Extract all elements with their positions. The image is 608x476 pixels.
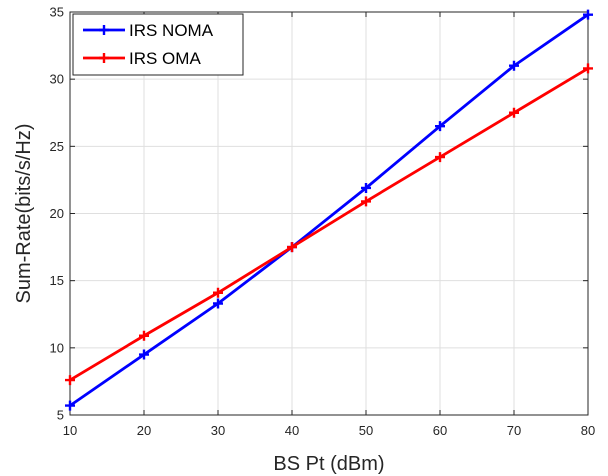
y-axis-label: Sum-Rate(bits/s/Hz) [13,123,35,303]
legend-label: IRS OMA [129,49,201,68]
y-tick-label: 15 [50,273,64,288]
x-tick-label: 50 [359,423,373,438]
series-layer [65,9,593,411]
y-tick-label: 35 [50,5,64,20]
series-2 [65,63,593,386]
x-tick-label: 40 [285,423,299,438]
data-point-marker [213,298,223,309]
legend-label: IRS NOMA [129,21,214,40]
y-tick-label: 25 [50,139,64,154]
data-point-marker [361,182,371,193]
legend-box [72,13,244,76]
x-axis-label: BS Pt (dBm) [273,453,384,475]
data-point-marker [361,196,371,207]
data-point-marker [435,152,445,163]
data-point-marker [139,349,149,360]
x-tick-label: 20 [137,423,151,438]
data-point-marker [583,63,593,74]
axes-box [69,11,589,416]
x-tick-label: 30 [211,423,225,438]
legend: IRS NOMA IRS OMA [72,13,244,76]
data-point-marker [65,375,75,386]
series-line [69,67,589,382]
series-line [69,13,589,407]
data-point-marker [65,400,75,411]
x-tick-label: 10 [63,423,77,438]
x-tick-label: 60 [433,423,447,438]
data-point-marker [509,60,519,71]
legend-swatch-marker [99,25,109,35]
y-tick-label: 10 [50,340,64,355]
data-point-marker [287,242,297,253]
x-tick-label: 80 [581,423,595,438]
x-tick-label: 70 [507,423,521,438]
data-point-marker [139,330,149,341]
y-tick-label: 30 [50,72,64,87]
y-tick-label: 20 [50,206,64,221]
y-tick-label: 5 [57,408,64,423]
data-point-marker [509,107,519,118]
legend-swatch-marker [99,53,109,63]
data-point-marker [213,287,223,298]
data-point-marker [435,121,445,132]
data-point-marker [583,9,593,20]
